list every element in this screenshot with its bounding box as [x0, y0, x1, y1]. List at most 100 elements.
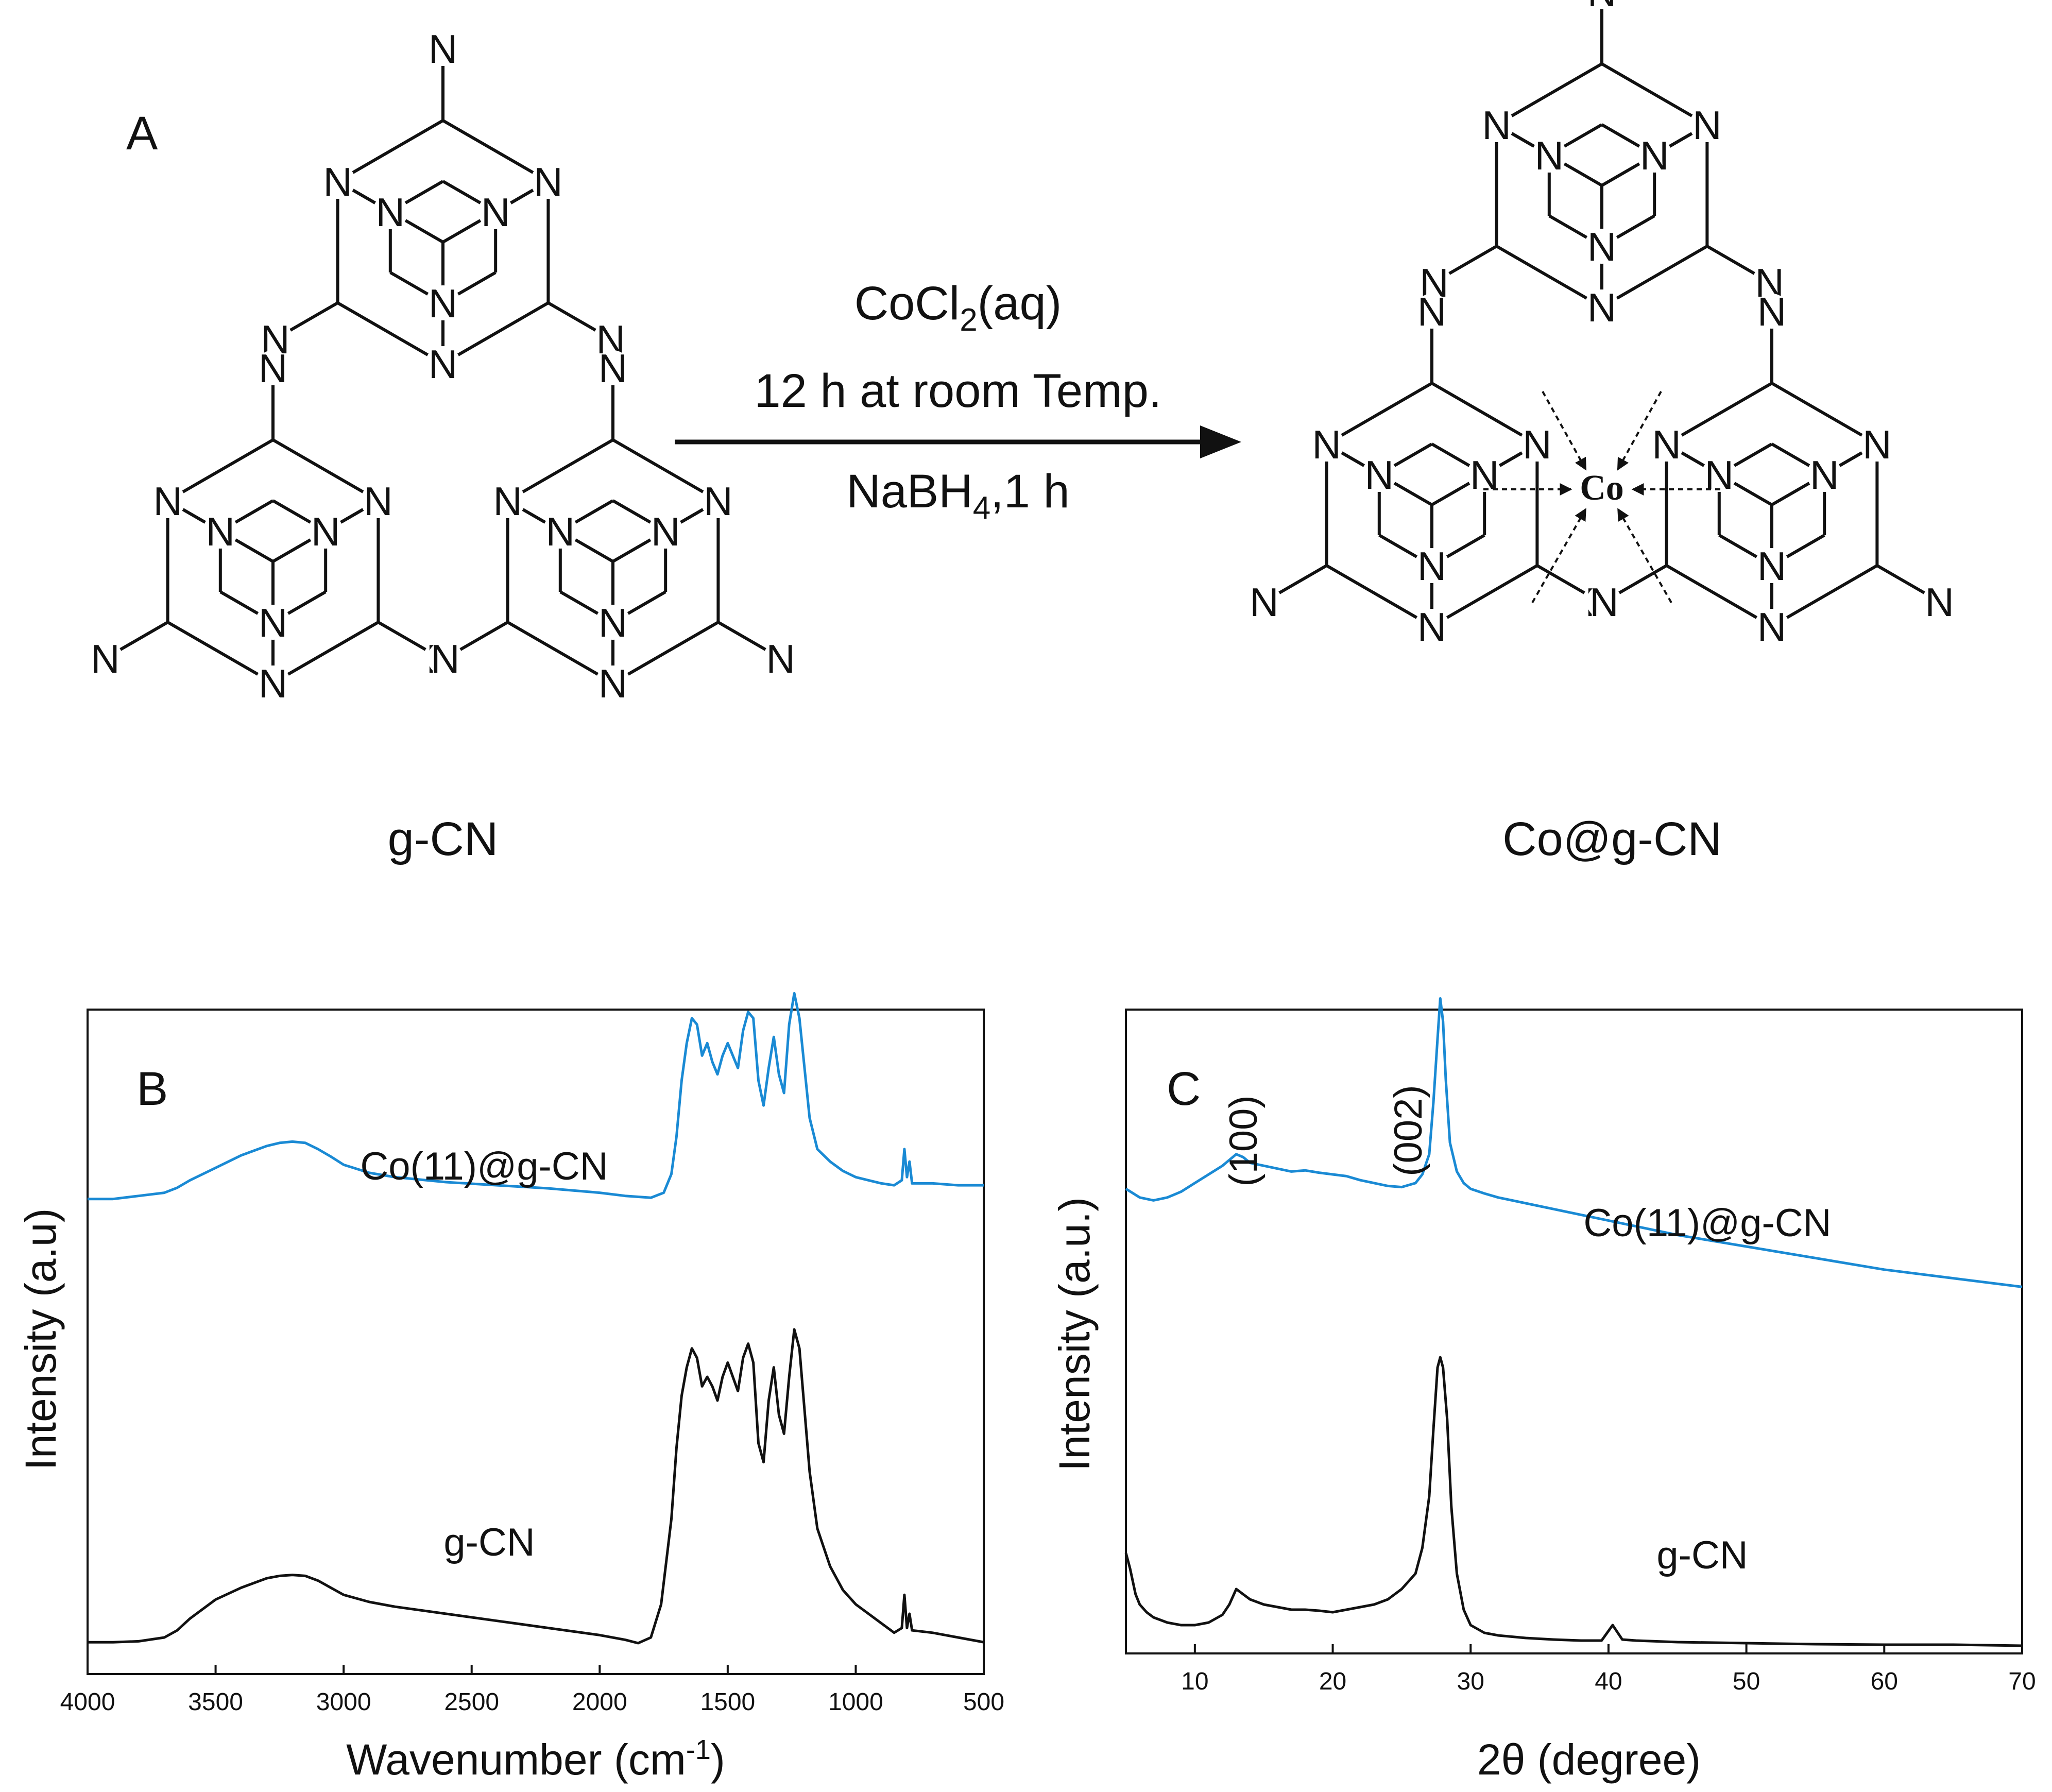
x-tick-label: 1500 [700, 1688, 755, 1716]
bridging-nitrogen-atom: N [1757, 289, 1786, 334]
x-tick-label: 500 [963, 1688, 1004, 1716]
bridging-nitrogen-atom: N [1250, 579, 1278, 625]
panel-b-y-axis-label: Intensity (a.u) [16, 1208, 65, 1471]
panel-c-x-axis-label: 2θ (degree) [1477, 1735, 1701, 1784]
nitrogen-atom: N [704, 479, 732, 524]
bridging-nitrogen-atom: N [431, 636, 459, 681]
panel-c-frame [1125, 1009, 2023, 1654]
bridging-nitrogen-atom: N [91, 636, 119, 681]
x-tick-label: 3500 [188, 1688, 243, 1716]
x-tick-label: 60 [1871, 1668, 1898, 1695]
reagent-line-1: CoCl2(aq) [854, 277, 1062, 338]
reagent-line-3: NaBH4,1 h [846, 465, 1069, 526]
series-line-g-cn [1124, 1356, 2023, 1647]
panel-c: 10 20 30 40 50 60 70 C (100) (002) Co(11)@g-CN… [1050, 997, 2036, 1784]
x-tick-label: 1000 [828, 1688, 883, 1716]
nitrogen-atom: N [1810, 452, 1839, 498]
nitrogen-atom: N [534, 159, 562, 204]
x-tick-label: 70 [2008, 1668, 2036, 1695]
nitrogen-atom: N [598, 661, 627, 706]
x-tick-label: 20 [1319, 1668, 1346, 1695]
x-tick-label: 2500 [444, 1688, 499, 1716]
panel-b-legend-gcn: g-CN [443, 1521, 535, 1564]
x-tick-label: 3000 [316, 1688, 371, 1716]
nitrogen-atom: N [1482, 103, 1511, 148]
reaction-conditions: CoCl2(aq) 12 h at room Temp. NaBH4,1 h [675, 277, 1241, 526]
nitrogen-atom: N [311, 509, 340, 554]
nitrogen-atom: N [546, 509, 575, 554]
nitrogen-atom: N [259, 600, 287, 645]
x-tick-label: 10 [1181, 1668, 1208, 1695]
nitrogen-atom: N [429, 342, 457, 387]
nitrogen-atom: N [493, 479, 522, 524]
panel-c-label: C [1167, 1063, 1201, 1115]
nitrogen-atom: N [1862, 422, 1891, 467]
nitrogen-atom: N [1757, 543, 1786, 589]
series-line-co-11-g-cn [88, 992, 984, 1201]
nitrogen-atom: N [323, 159, 352, 204]
nitrogen-atom: N [1523, 422, 1551, 467]
nitrogen-atom: N [429, 281, 457, 326]
nitrogen-atom: N [1692, 103, 1721, 148]
x-tick-label: 40 [1595, 1668, 1622, 1695]
nitrogen-atom: N [259, 661, 287, 706]
nitrogen-atom: N [1652, 422, 1681, 467]
bridging-nitrogen-atom: N [766, 636, 795, 681]
nitrogen-atom: N [1417, 543, 1446, 589]
panel-c-x-ticks: 10 20 30 40 50 60 70 [1181, 1644, 2036, 1695]
panel-b-x-ticks: 4000 3500 3000 2500 2000 1500 1000 500 [60, 1665, 1004, 1716]
nitrogen-atom: N [1417, 604, 1446, 650]
nitrogen-atom: N [1365, 452, 1394, 498]
x-tick-label: 50 [1733, 1668, 1760, 1695]
reaction-arrow-head-icon [1200, 425, 1241, 458]
bridging-nitrogen-atom: N [1589, 579, 1618, 625]
panel-a: A NNNNNNNNNNNNNNNNNNNNNNNNNNNNNNNNNNNN g… [88, 0, 1957, 865]
co-g-cn-structure: NNNNNNNNNNNNNNNNNNNNNNNNNNNNNNNNNNNN [1246, 0, 1957, 650]
coordination-arrow-icon [1542, 391, 1587, 471]
coordination-arrow-icon [1617, 391, 1662, 471]
nitrogen-atom: N [364, 479, 392, 524]
nitrogen-atom: N [1640, 133, 1669, 178]
panel-b-series [88, 992, 984, 1645]
panel-b-label: B [136, 1063, 168, 1115]
panel-a-label: A [126, 107, 158, 160]
series-line-co-11-g-cn [1125, 997, 2023, 1288]
panel-b-x-axis-label: Wavenumber (cm-1) [346, 1734, 725, 1784]
nitrogen-atom: N [1535, 133, 1564, 178]
panel-c-y-axis-label: Intensity (a.u.) [1050, 1197, 1099, 1471]
peak-label-002: (002) [1387, 1085, 1430, 1176]
peak-label-100: (100) [1222, 1095, 1266, 1186]
nitrogen-atom: N [206, 509, 235, 554]
reagent-line-2: 12 h at room Temp. [755, 365, 1162, 417]
bridging-nitrogen-atom: N [259, 346, 287, 391]
coordination-arrows [1483, 391, 1720, 603]
nitrogen-atom: N [1587, 285, 1616, 330]
bridging-nitrogen-atom: N [1925, 579, 1954, 625]
nitrogen-atom: N [1587, 224, 1616, 269]
nitrogen-atom: N [153, 479, 182, 524]
nitrogen-atom: N [1312, 422, 1341, 467]
nitrogen-atom: N [598, 600, 627, 645]
bridging-nitrogen-atom: N [598, 346, 627, 391]
bridging-nitrogen-atom: N [429, 26, 457, 72]
x-tick-label: 4000 [60, 1688, 115, 1716]
panel-b: 4000 3500 3000 2500 2000 1500 1000 500 B Co(11)… [16, 992, 1004, 1784]
bridging-nitrogen-atom: N [1587, 0, 1616, 15]
nitrogen-atom: N [1470, 452, 1499, 498]
panel-c-legend-co: Co(11)@g-CN [1583, 1201, 1831, 1245]
x-tick-label: 2000 [572, 1688, 627, 1716]
co-g-cn-caption: Co@g-CN [1502, 813, 1722, 865]
panel-b-legend-co: Co(11)@g-CN [360, 1145, 608, 1188]
panel-b-frame [87, 1009, 985, 1675]
nitrogen-atom: N [1705, 452, 1734, 498]
series-line-g-cn [88, 1328, 984, 1645]
panel-c-legend-gcn: g-CN [1656, 1533, 1748, 1577]
nitrogen-atom: N [651, 509, 680, 554]
cobalt-label: Co [1580, 468, 1624, 508]
nitrogen-atom: N [481, 190, 510, 235]
